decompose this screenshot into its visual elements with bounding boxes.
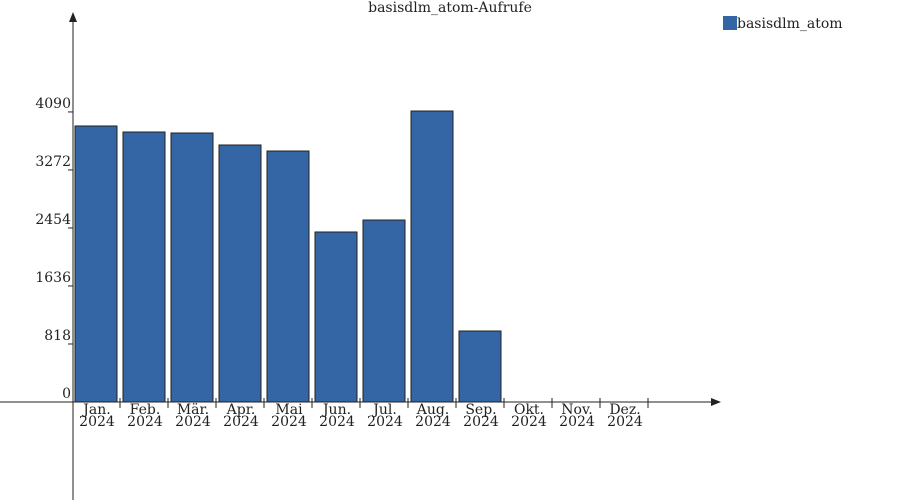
bar — [74, 125, 118, 403]
x-tick-label: Dez. 2024 — [607, 402, 643, 430]
bar — [458, 330, 502, 403]
legend-label: basisdlm_atom — [737, 16, 843, 32]
y-tick-label: 0 — [62, 386, 71, 402]
y-axis-arrow — [69, 12, 77, 22]
y-tick-label: 2454 — [35, 212, 71, 228]
bar — [170, 132, 214, 403]
x-tick-label: Aug. 2024 — [415, 402, 451, 430]
y-tick-label: 818 — [44, 328, 71, 344]
chart-title: basisdlm_atom-Aufrufe — [368, 0, 532, 16]
x-tick-label: Nov. 2024 — [559, 402, 595, 430]
y-tick-label: 4090 — [35, 96, 71, 112]
bar — [314, 231, 358, 403]
x-tick-label: Mai 2024 — [271, 402, 307, 430]
bar — [362, 219, 406, 403]
y-tick-label: 1636 — [35, 270, 71, 286]
x-tick-label: Okt. 2024 — [511, 402, 547, 430]
bar — [410, 110, 454, 403]
y-tick-label: 3272 — [35, 154, 71, 170]
bar — [218, 144, 262, 403]
bar — [266, 150, 310, 403]
x-tick-label: Jun. 2024 — [319, 402, 355, 430]
bar — [122, 131, 166, 403]
x-tick-label: Feb. 2024 — [127, 402, 163, 430]
x-tick-label: Jan. 2024 — [79, 402, 115, 430]
x-tick-label: Sep. 2024 — [463, 402, 499, 430]
x-tick-label: Apr. 2024 — [223, 402, 259, 430]
x-tick-label: Jul. 2024 — [367, 402, 403, 430]
legend-swatch — [723, 16, 737, 30]
x-tick-label: Mär. 2024 — [175, 402, 211, 430]
x-axis-arrow — [711, 398, 721, 406]
